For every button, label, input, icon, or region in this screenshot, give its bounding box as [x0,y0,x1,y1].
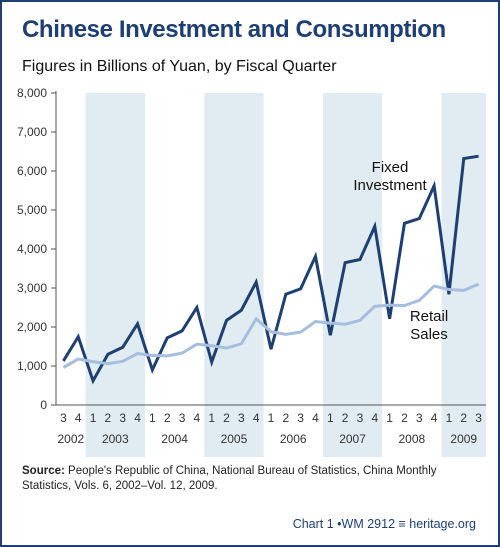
series-label: Investment [353,177,427,194]
quarter-label: 3 [297,411,304,425]
quarter-label: 1 [327,411,334,425]
y-tick-label: 1,000 [17,359,47,373]
source-note: Source: People's Republic of China, Nati… [22,464,482,494]
y-axis: 0 1,000 2,000 3,000 4,000 5,000 6,000 7,000 8,00… [17,86,56,412]
quarter-label: 4 [371,411,378,425]
year-label: 2006 [280,432,307,446]
quarter-label: 2 [164,411,171,425]
year-band-2009 [441,93,486,457]
year-label: 2003 [102,432,129,446]
y-tick-label: 6,000 [17,164,47,178]
quarter-label: 1 [386,411,393,425]
series-label: Retail [410,308,448,325]
y-tick-label: 0 [40,398,47,412]
series-label: Sales [410,326,448,343]
series-label: Fixed [372,159,409,176]
line-chart: 0 1,000 2,000 3,000 4,000 5,000 6,000 7,000 8,00… [17,86,486,457]
year-label: 2005 [221,432,248,446]
quarter-label: 1 [268,411,275,425]
year-band-2007 [322,93,383,457]
quarter-label: 4 [194,411,201,425]
quarter-label: 2 [342,411,349,425]
quarter-label: 1 [208,411,215,425]
chart-subtitle: Figures in Billions of Yuan, by Fiscal Q… [22,58,337,75]
quarter-label: 3 [238,411,245,425]
source-text: People's Republic of China, National Bur… [22,465,437,492]
quarter-label: 4 [134,411,141,425]
y-tick-label: 4,000 [17,242,47,256]
quarter-label: 3 [475,411,482,425]
series-group [62,154,480,385]
source-label: Source: [22,465,65,477]
quarter-label: 3 [119,411,126,425]
y-tick-label: 8,000 [17,86,47,100]
quarter-label: 1 [149,411,156,425]
quarter-label: 2 [105,411,112,425]
chart-title: Chinese Investment and Consumption [22,16,446,43]
plot-axes [55,91,486,406]
quarter-label: 3 [416,411,423,425]
year-label: 2002 [57,432,84,446]
year-label: 2009 [450,432,477,446]
quarter-label: 4 [431,411,438,425]
chart-credit: Chart 1 •WM 2912 ≡ heritage.org [292,517,476,531]
quarter-label: 1 [90,411,97,425]
y-tick-label: 2,000 [17,320,47,334]
year-shading-group [85,93,486,457]
quarter-label: 4 [253,411,260,425]
quarter-label: 3 [357,411,364,425]
quarter-label: 2 [223,411,230,425]
quarter-label: 2 [460,411,467,425]
quarter-label: 3 [60,411,67,425]
y-tick-label: 7,000 [17,125,47,139]
quarter-label: 3 [179,411,186,425]
quarter-label: 4 [75,411,82,425]
quarter-label: 2 [282,411,289,425]
quarter-label: 1 [446,411,453,425]
year-label: 2008 [399,432,426,446]
year-band-2003 [85,93,145,457]
year-band-2005 [204,93,264,457]
y-tick-label: 3,000 [17,281,47,295]
year-label: 2004 [161,432,188,446]
quarter-label: 2 [401,411,408,425]
quarter-label: 4 [312,411,319,425]
year-label: 2007 [339,432,366,446]
y-tick-label: 5,000 [17,203,47,217]
